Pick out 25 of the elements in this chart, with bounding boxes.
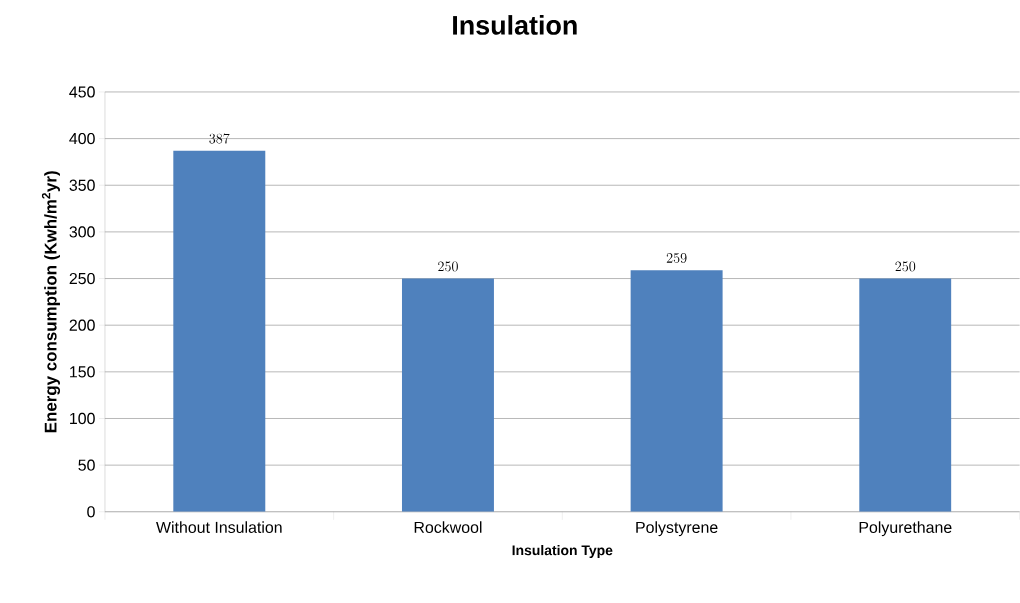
- y-tick-label: 0: [87, 506, 95, 518]
- data-label: 250: [895, 261, 916, 272]
- bar: [630, 270, 723, 512]
- data-label: 259: [666, 253, 687, 264]
- x-tick-label: Without Insulation: [156, 521, 282, 534]
- y-tick-label: 100: [70, 412, 95, 425]
- data-label: 387: [209, 133, 230, 144]
- y-tick-label: 350: [69, 179, 95, 192]
- y-tick-label: 150: [70, 366, 95, 378]
- x-tick-label: Rockwool: [414, 521, 482, 534]
- y-axis-title: Energy consumption (Kwh/m$^{2}$yr): [41, 171, 61, 433]
- y-tick-label: 300: [69, 226, 95, 238]
- bar: [859, 278, 952, 512]
- bar: [401, 278, 494, 512]
- chart-title: Insulation: [453, 15, 577, 35]
- y-tick-label: 450: [69, 86, 95, 98]
- bar: [173, 150, 266, 512]
- x-tick-label: Polystyrene: [636, 521, 718, 537]
- y-tick-label: 50: [78, 459, 95, 471]
- y-tick-label: 400: [69, 133, 95, 145]
- y-tick-label: 200: [69, 319, 95, 331]
- x-tick-label: Polyurethane: [859, 521, 952, 537]
- data-label: 250: [438, 261, 458, 272]
- x-axis-title: Insulation Type: [512, 545, 613, 559]
- y-tick-label: 250: [69, 273, 95, 285]
